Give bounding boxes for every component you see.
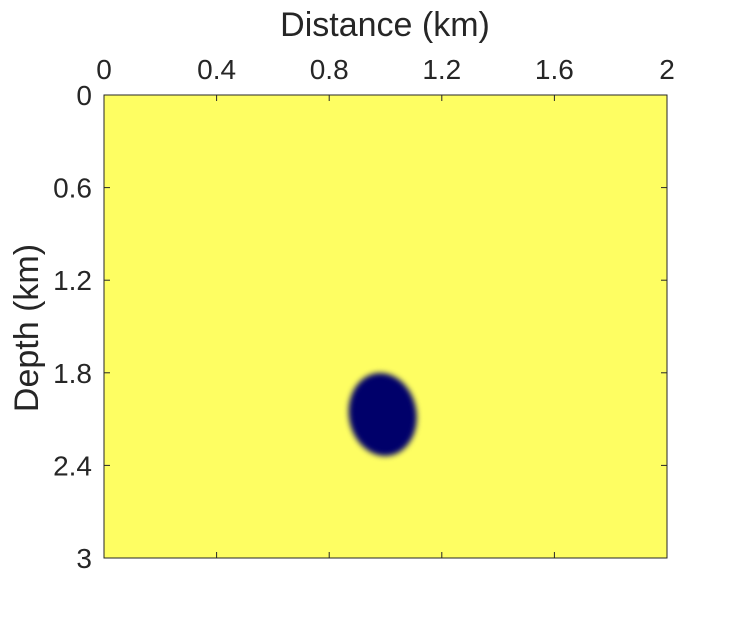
x-tick-label: 1.2 bbox=[422, 54, 461, 85]
y-axis-ticks: 0 0.6 1.2 1.8 2.4 3 bbox=[53, 80, 667, 574]
heatmap-background bbox=[104, 95, 667, 558]
plot-frame bbox=[103, 94, 668, 559]
y-tick-label: 3 bbox=[76, 543, 92, 574]
y-axis-label: Depth (km) bbox=[8, 244, 46, 412]
y-tick-label: 1.8 bbox=[53, 358, 92, 389]
x-tick-label: 0.4 bbox=[197, 54, 236, 85]
x-tick-label: 0.8 bbox=[310, 54, 349, 85]
y-tick-label: 1.2 bbox=[53, 265, 92, 296]
y-tick-label: 2.4 bbox=[53, 450, 92, 481]
y-tick-label: 0 bbox=[76, 80, 92, 111]
low-value-anomaly bbox=[348, 373, 417, 456]
x-axis-label: Distance (km) bbox=[280, 6, 490, 44]
x-tick-label: 0 bbox=[96, 54, 112, 85]
plot-area bbox=[103, 94, 668, 559]
x-axis-ticks: 0 0.4 0.8 1.2 1.6 2 bbox=[96, 54, 675, 558]
x-tick-label: 1.6 bbox=[535, 54, 574, 85]
x-tick-label: 2 bbox=[659, 54, 675, 85]
y-tick-label: 0.6 bbox=[53, 173, 92, 204]
